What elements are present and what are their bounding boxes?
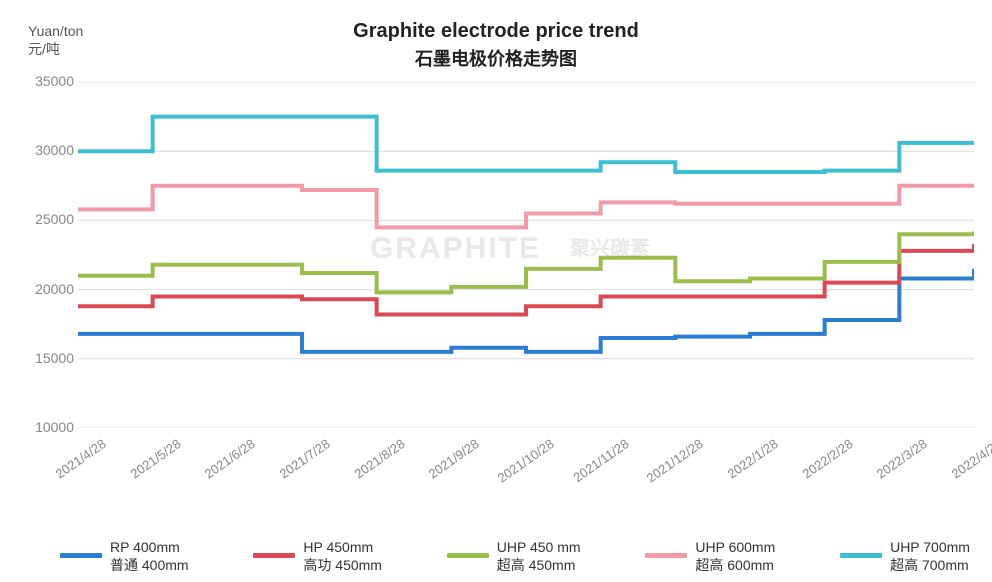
xtick-label: 2021/12/28 [632, 436, 706, 494]
xtick-label: 2021/4/28 [34, 436, 108, 494]
xtick-label: 2022/2/28 [781, 436, 855, 494]
chart-title: Graphite electrode price trend 石墨电极价格走势图 [0, 20, 992, 71]
xtick-label: 2021/8/28 [333, 436, 407, 494]
legend-item: UHP 450 mm超高 450mm [447, 538, 581, 574]
plot-svg [78, 82, 974, 428]
xtick-label: 2022/1/28 [706, 436, 780, 494]
legend-label: UHP 450 mm超高 450mm [497, 538, 581, 574]
xtick-label: 2021/11/28 [557, 436, 631, 494]
chart-container: Yuan/ton 元/吨 Graphite electrode price tr… [0, 0, 992, 582]
legend-label: UHP 600mm超高 600mm [695, 538, 775, 574]
ytick-label: 30000 [24, 142, 74, 158]
series-line [78, 186, 974, 228]
xtick-label: 2022/4/28 [930, 436, 992, 494]
legend-item: UHP 600mm超高 600mm [645, 538, 775, 574]
xtick-label: 2022/3/28 [856, 436, 930, 494]
xtick-label: 2021/9/28 [408, 436, 482, 494]
plot-area [78, 82, 974, 428]
legend-item: HP 450mm高功 450mm [253, 538, 382, 574]
xtick-label: 2021/10/28 [482, 436, 556, 494]
series-line [78, 117, 974, 172]
xtick-label: 2021/6/28 [184, 436, 258, 494]
chart-title-zh: 石墨电极价格走势图 [0, 45, 992, 71]
chart-title-en: Graphite electrode price trend [0, 20, 992, 43]
legend-item: UHP 700mm超高 700mm [840, 538, 970, 574]
xtick-label: 2021/5/28 [109, 436, 183, 494]
legend-swatch [253, 553, 295, 558]
legend-label: UHP 700mm超高 700mm [890, 538, 970, 574]
xtick-label: 2021/7/28 [258, 436, 332, 494]
legend-label: RP 400mm普通 400mm [110, 538, 189, 574]
legend-swatch [840, 553, 882, 558]
legend-item: RP 400mm普通 400mm [60, 538, 189, 574]
legend-swatch [645, 553, 687, 558]
ytick-label: 25000 [24, 211, 74, 227]
ytick-label: 35000 [24, 73, 74, 89]
legend-label: HP 450mm高功 450mm [303, 538, 382, 574]
ytick-label: 20000 [24, 281, 74, 297]
ytick-label: 10000 [24, 419, 74, 435]
ytick-label: 15000 [24, 350, 74, 366]
legend-swatch [447, 553, 489, 558]
legend-swatch [60, 553, 102, 558]
legend: RP 400mm普通 400mm HP 450mm高功 450mm UHP 450 … [60, 538, 970, 574]
